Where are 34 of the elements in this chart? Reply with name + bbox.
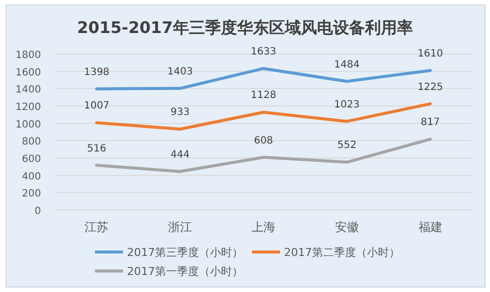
y-tick-label: 1000 <box>16 119 41 130</box>
y-tick-label: 1200 <box>16 102 41 113</box>
legend-label: 2017第二季度（小时） <box>284 246 400 259</box>
data-label: 1007 <box>84 100 110 112</box>
x-tick-label: 浙江 <box>168 220 192 234</box>
data-label: 444 <box>170 150 190 161</box>
data-label: 1128 <box>250 90 276 102</box>
y-tick-label: 400 <box>22 171 41 182</box>
data-label: 933 <box>170 107 190 118</box>
chart-title: 2015-2017年三季度华东区域风电设备利用率 <box>77 18 413 37</box>
y-tick-label: 1400 <box>16 84 41 96</box>
data-label: 1484 <box>334 59 360 70</box>
x-tick-label: 江苏 <box>84 220 109 234</box>
y-tick-label: 1800 <box>16 50 41 61</box>
data-label: 552 <box>337 140 356 152</box>
legend-label: 2017第三季度（小时） <box>127 246 243 259</box>
data-label: 1398 <box>84 66 110 78</box>
data-label: 1023 <box>334 99 360 110</box>
x-tick-label: 福建 <box>418 220 442 234</box>
data-label: 608 <box>254 135 274 146</box>
y-tick-label: 200 <box>22 188 41 200</box>
y-tick-label: 600 <box>22 154 41 165</box>
data-label: 817 <box>420 117 440 128</box>
legend-label: 2017第一季度（小时） <box>127 265 243 278</box>
y-tick-label: 800 <box>22 136 41 148</box>
data-label: 516 <box>87 143 106 154</box>
y-tick-label: 0 <box>34 206 41 217</box>
data-label: 1403 <box>167 66 193 78</box>
x-tick-label: 上海 <box>252 220 276 234</box>
y-tick-label: 1600 <box>16 67 41 78</box>
data-label: 1610 <box>418 48 444 60</box>
data-label: 1633 <box>250 46 276 58</box>
x-tick-label: 安徽 <box>334 220 359 234</box>
data-label: 1225 <box>418 82 444 93</box>
